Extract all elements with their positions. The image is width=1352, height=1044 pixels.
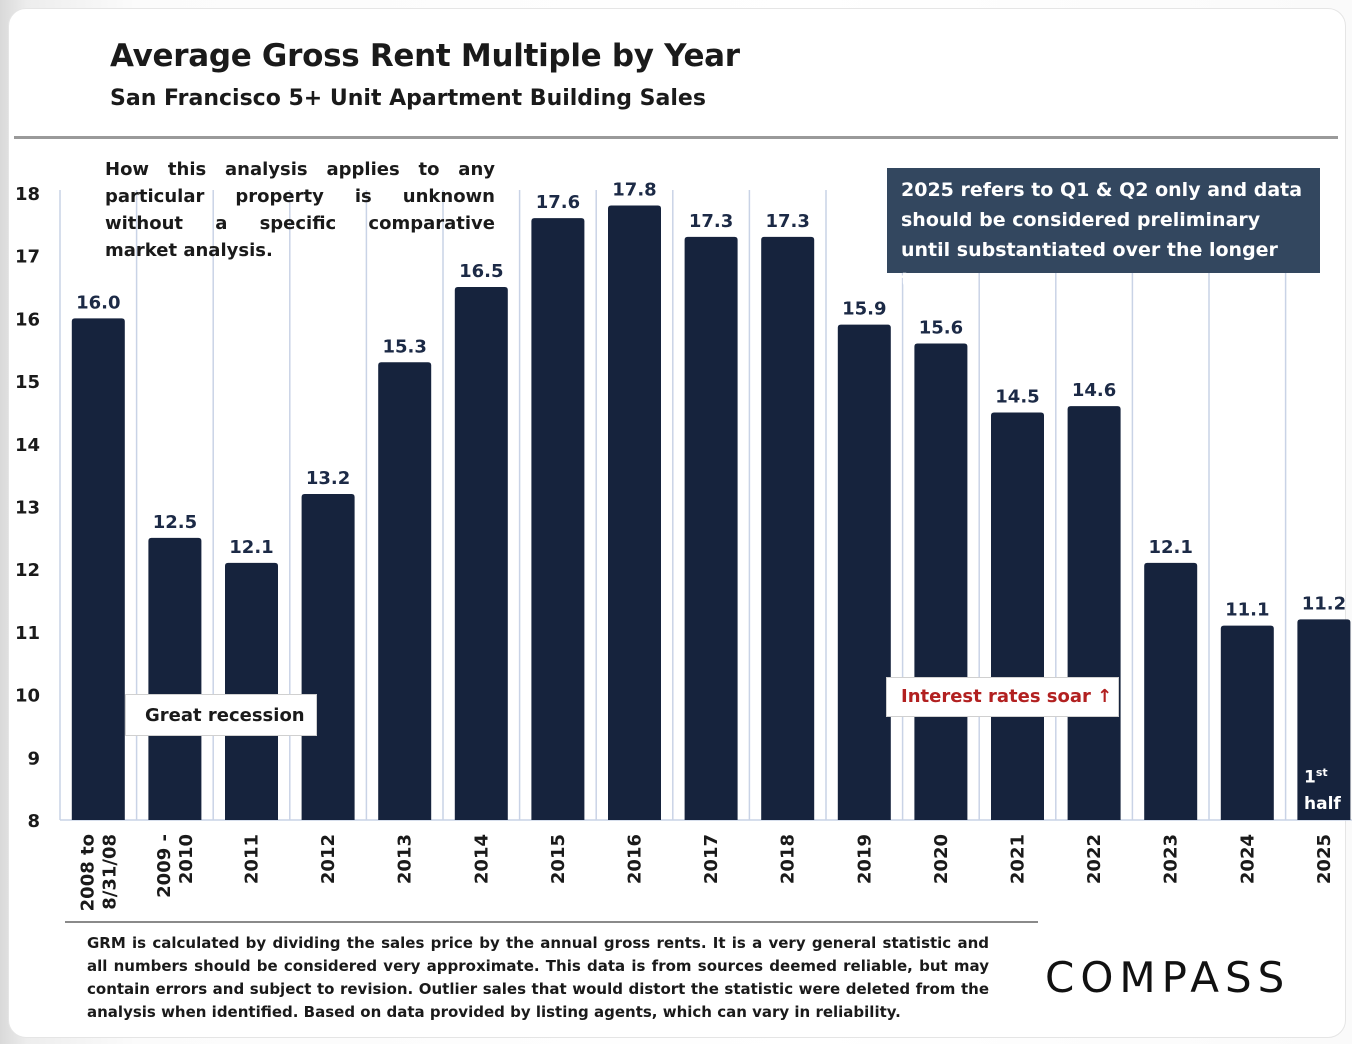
bar-value-label: 12.1	[229, 537, 273, 558]
bar	[837, 324, 891, 820]
bars	[71, 205, 1351, 821]
bar	[914, 343, 968, 820]
bar	[71, 318, 125, 820]
y-tick-label: 10	[15, 686, 40, 707]
x-tick-line: 2008 to	[77, 834, 98, 911]
bar	[378, 362, 432, 820]
x-tick-label: 2018	[778, 834, 799, 884]
bar-value-label: 17.3	[765, 211, 809, 232]
bar-value-label: 13.2	[306, 468, 350, 489]
x-tick-label: 2025	[1314, 834, 1335, 884]
x-tick-label: 2021	[1008, 834, 1029, 884]
compass-logo: COMPASS	[1045, 953, 1291, 1002]
x-tick-line: 2015	[548, 834, 569, 884]
x-tick-line: 2014	[471, 834, 492, 884]
bar	[454, 287, 508, 820]
y-tick-label: 9	[27, 748, 40, 769]
value-labels: 16.0 12.5 12.1 13.2 15.3 16.5 17.6 17.8 17.3 17.3…	[76, 180, 1346, 621]
x-tick-label: 2011	[242, 834, 263, 884]
bar-value-label: 11.1	[1225, 600, 1269, 621]
analysis-disclaimer: How this analysis applies to any particu…	[105, 159, 495, 261]
x-tick-line: 2025	[1314, 834, 1335, 884]
y-axis: 8 9 10 11 12 13 14 15 16 17 18	[15, 184, 40, 832]
x-tick-line: 2018	[778, 834, 799, 884]
x-axis: 2008 to8/31/08 2009 -2010 2011 2012 2013 2014…	[77, 834, 1335, 911]
x-tick-label: 2024	[1237, 834, 1258, 884]
x-tick-line: 8/31/08	[99, 834, 120, 910]
chart-subtitle: San Francisco 5+ Unit Apartment Building…	[110, 86, 706, 111]
bar-value-label: 16.0	[76, 292, 120, 313]
x-tick-line: 2019	[854, 834, 875, 884]
x-tick-line: 2009 -	[154, 834, 175, 898]
bar-value-label: 12.1	[1148, 537, 1192, 558]
x-tick-line: 2022	[1084, 834, 1105, 884]
title-divider	[14, 136, 1338, 139]
bar	[608, 205, 661, 821]
bar-value-label: 17.3	[689, 211, 733, 232]
x-tick-line: 2011	[242, 834, 263, 884]
bar	[1297, 619, 1351, 820]
y-tick-label: 15	[15, 372, 40, 393]
x-tick-label: 2019	[854, 834, 875, 884]
bar-value-label: 17.8	[612, 180, 656, 201]
bar	[301, 493, 355, 820]
y-tick-label: 8	[27, 811, 40, 832]
x-tick-line: 2016	[625, 834, 646, 884]
bar	[1067, 406, 1121, 820]
x-tick-line: 2021	[1008, 834, 1029, 884]
x-tick-label: 2020	[931, 834, 952, 884]
bar	[148, 537, 202, 820]
preliminary-data-note: 2025 refers to Q1 & Q2 only and data sho…	[887, 168, 1320, 291]
x-tick-label: 2015	[548, 834, 569, 884]
x-tick-label: 2012	[318, 834, 339, 884]
bar-value-label: 14.5	[995, 386, 1039, 407]
y-tick-label: 17	[15, 247, 40, 268]
bar-value-label: 15.3	[382, 336, 426, 357]
x-tick-line: 2020	[931, 834, 952, 884]
x-tick-label: 2008 to8/31/08	[77, 834, 120, 911]
x-tick-line: 2023	[1161, 834, 1182, 884]
x-tick-label: 2022	[1084, 834, 1105, 884]
bar-value-label: 11.2	[1302, 593, 1346, 614]
x-tick-line: 2012	[318, 834, 339, 884]
y-tick-label: 16	[15, 309, 40, 330]
great-recession-callout: Great recession	[125, 694, 317, 736]
x-tick-line: 2017	[701, 834, 722, 884]
bar	[991, 412, 1044, 820]
chart-title: Average Gross Rent Multiple by Year	[110, 38, 740, 74]
bar-value-label: 14.6	[1072, 380, 1116, 401]
bar-value-label: 12.5	[153, 512, 197, 533]
first-half-label: 1st half	[1304, 766, 1341, 814]
x-tick-label: 2023	[1161, 834, 1182, 884]
x-tick-label: 2017	[701, 834, 722, 884]
bar	[761, 236, 815, 820]
bar-value-label: 15.6	[919, 317, 963, 338]
y-tick-label: 18	[15, 184, 40, 205]
bar	[684, 236, 738, 820]
bar	[531, 218, 585, 820]
y-tick-label: 12	[15, 560, 40, 581]
x-tick-label: 2009 -2010	[154, 834, 197, 898]
bar	[225, 562, 278, 820]
x-tick-label: 2013	[395, 834, 416, 884]
y-tick-label: 13	[15, 498, 40, 519]
grm-footnote: GRM is calculated by dividing the sales …	[87, 934, 989, 1021]
bar-value-label: 15.9	[842, 299, 886, 320]
bar	[1220, 625, 1274, 820]
x-tick-label: 2014	[471, 834, 492, 884]
x-tick-line: 2010	[176, 834, 197, 884]
footnote-divider	[65, 921, 1038, 923]
x-tick-line: 2024	[1237, 834, 1258, 884]
y-tick-label: 11	[15, 623, 40, 644]
bar-value-label: 16.5	[459, 261, 503, 282]
x-tick-label: 2016	[625, 834, 646, 884]
interest-rates-callout: Interest rates soar ↑	[886, 677, 1119, 717]
y-tick-label: 14	[15, 435, 40, 456]
x-tick-line: 2013	[395, 834, 416, 884]
bar	[1144, 562, 1198, 820]
bar-value-label: 17.6	[536, 192, 580, 213]
